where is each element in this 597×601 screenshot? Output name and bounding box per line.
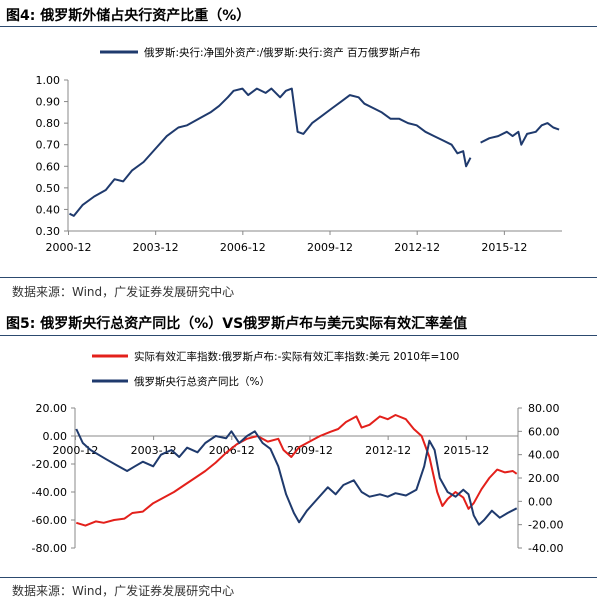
figure-5-right-y-tick-label: 20.00: [528, 472, 560, 485]
figure-5-left-y-tick-label: -60.00: [32, 514, 67, 527]
figure-4-y-tick-label: 0.90: [36, 96, 61, 109]
figure-5-left-y-axis: -80.00 -60.00 -40.00 -20.00 0.00 20.00: [32, 402, 76, 555]
figure-4-y-tick-label: 0.50: [36, 182, 61, 195]
figure-4-source: 数据来源：Wind，广发证券发展研究中心: [12, 285, 235, 299]
figure-5-right-y-tick-label: 80.00: [528, 402, 560, 415]
figure-5-legend-label-blue: 俄罗斯央行总资产同比（%）: [134, 375, 270, 388]
figure-4-title: 图4: 俄罗斯外储占央行资产比重（%）: [6, 8, 251, 24]
figure-4-chart: 俄罗斯:央行:净国外资产:/俄罗斯:央行:资产 百万俄罗斯卢布 0.30 0.40…: [36, 46, 562, 254]
figure-5-right-y-tick-label: -40.00: [528, 542, 563, 555]
figure-4-y-axis: 0.30 0.40 0.50 0.60 0.70 0.80 0.90 1.00: [36, 74, 69, 238]
figure-5-left-y-tick-label: -20.00: [32, 458, 67, 471]
figure-4-x-tick-label: 2006-12: [220, 241, 266, 254]
figure-4-y-tick-label: 0.30: [36, 225, 61, 238]
figure-5-left-y-tick-label: -80.00: [32, 542, 67, 555]
figure-4-y-tick-label: 0.40: [36, 203, 61, 216]
figure-4-x-tick-label: 2000-12: [45, 241, 91, 254]
figure-5-left-y-tick-label: 0.00: [43, 430, 68, 443]
figure-4-y-tick-label: 0.60: [36, 160, 61, 173]
figure-4-x-tick-label: 2009-12: [307, 241, 353, 254]
figure-4-source-rule: [0, 277, 597, 278]
figure-4-series-line: [69, 87, 472, 217]
figure-4-x-tick-label: 2003-12: [133, 241, 179, 254]
figure-5-series-line-blue: [75, 428, 518, 526]
figure-5-right-y-tick-label: 0.00: [528, 495, 553, 508]
figure-4-y-tick-label: 0.80: [36, 117, 61, 130]
figure-5-left-y-tick-label: -40.00: [32, 486, 67, 499]
figure-5-title: 图5: 俄罗斯央行总资产同比（%）VS俄罗斯卢布与美元实际有效汇率差值: [6, 316, 468, 332]
figure-5-right-y-axis: -40.00 -20.00 0.00 20.00 40.00 60.00 80.00: [517, 402, 563, 555]
figure-4-title-rule: [0, 26, 597, 27]
figure-4-y-tick-label: 0.70: [36, 139, 61, 152]
figure-5-source: 数据来源：Wind，广发证券发展研究中心: [12, 584, 235, 598]
figure-5-right-y-tick-label: -20.00: [528, 519, 563, 532]
figure-4-x-tick-label: 2012-12: [394, 241, 440, 254]
figure-5-left-y-tick-label: 20.00: [36, 402, 68, 415]
figure-5-title-rule: [0, 335, 597, 336]
figure-5-x-tick-label: 2012-12: [365, 444, 411, 457]
figure-4-series-line: [480, 122, 560, 146]
figure-5-series: [75, 414, 518, 527]
figure-5-right-y-tick-label: 40.00: [528, 449, 560, 462]
figure-5-x-tick-label: 2006-12: [209, 444, 255, 457]
figure-5-right-y-tick-label: 60.00: [528, 425, 560, 438]
figure-4-x-axis: 2000-12 2003-12 2006-12 2009-12 2012-12 2015-…: [45, 230, 562, 254]
figure-5-series-line-red: [76, 414, 518, 527]
figure-4-series: [69, 87, 560, 217]
figure-5-legend: 实际有效汇率指数:俄罗斯卢布:-实际有效汇率指数:美元 2010年=100 俄罗…: [92, 350, 459, 388]
figure-5-x-axis: 2000-12 2003-12 2006-12 2009-12 2012-12 2015-…: [52, 435, 518, 457]
figure-5-x-tick-label: 2015-12: [443, 444, 489, 457]
figure-4-x-tick-label: 2015-12: [481, 241, 527, 254]
figure-4-y-tick-label: 1.00: [36, 74, 61, 87]
figure-4-legend: 俄罗斯:央行:净国外资产:/俄罗斯:央行:资产 百万俄罗斯卢布: [100, 46, 421, 59]
figure-5-source-rule: [0, 577, 597, 578]
figure-5-legend-label-red: 实际有效汇率指数:俄罗斯卢布:-实际有效汇率指数:美元 2010年=100: [134, 350, 459, 363]
figure-4-legend-label: 俄罗斯:央行:净国外资产:/俄罗斯:央行:资产 百万俄罗斯卢布: [144, 46, 421, 59]
figure-5-chart: 实际有效汇率指数:俄罗斯卢布:-实际有效汇率指数:美元 2010年=100 俄罗…: [32, 350, 564, 555]
